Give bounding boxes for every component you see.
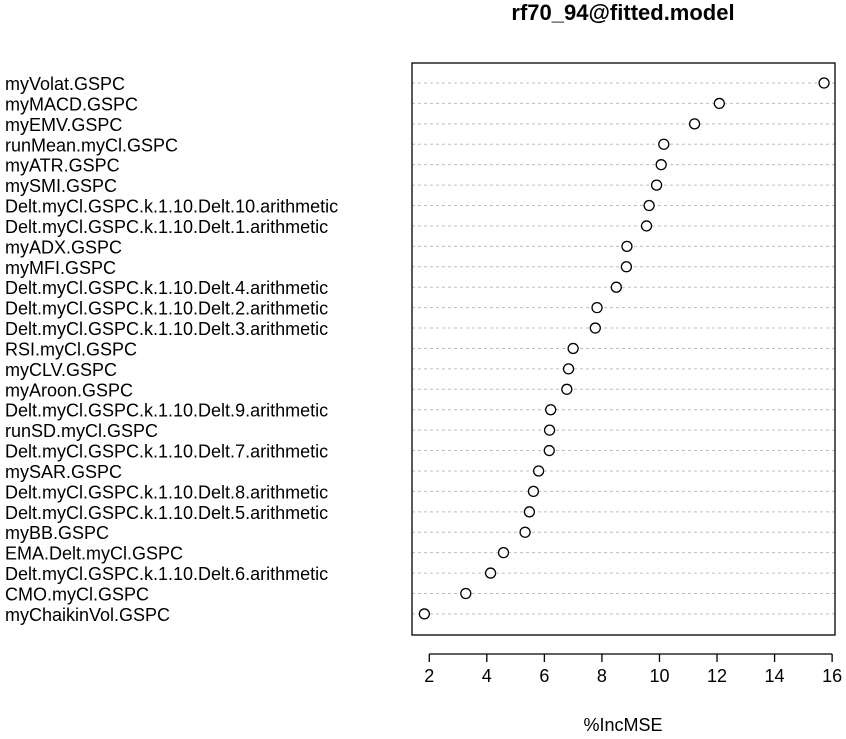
x-tick-label: 8: [597, 666, 607, 686]
category-labels: myVolat.GSPCmyMACD.GSPCmyEMV.GSPCrunMean…: [5, 74, 338, 625]
x-tick-label: 12: [707, 666, 727, 686]
category-label: myChaikinVol.GSPC: [5, 605, 170, 625]
category-label: Delt.myCl.GSPC.k.1.10.Delt.6.arithmetic: [5, 564, 328, 584]
category-label: myADX.GSPC: [5, 237, 122, 257]
category-label: Delt.myCl.GSPC.k.1.10.Delt.4.arithmetic: [5, 278, 328, 298]
data-point: [562, 363, 575, 375]
category-label: Delt.myCl.GSPC.k.1.10.Delt.5.arithmetic: [5, 503, 328, 523]
category-label: Delt.myCl.GSPC.k.1.10.Delt.1.arithmetic: [5, 217, 328, 237]
data-point: [713, 97, 725, 110]
x-tick-label: 6: [539, 666, 549, 686]
x-axis-label: %IncMSE: [583, 715, 662, 735]
data-point: [589, 322, 601, 334]
data-point: [658, 138, 670, 150]
category-label: myCLV.GSPC: [5, 360, 117, 380]
category-label: runSD.myCl.GSPC: [5, 421, 158, 441]
data-point: [532, 465, 545, 477]
plot-frame: [411, 62, 836, 636]
data-point: [527, 485, 540, 498]
category-label: Delt.myCl.GSPC.k.1.10.Delt.2.arithmetic: [5, 299, 328, 319]
data-point: [620, 261, 633, 273]
data-point: [545, 404, 557, 416]
category-label: myMACD.GSPC: [5, 94, 138, 114]
category-label: myBB.GSPC: [5, 523, 109, 543]
category-label: myMFI.GSPC: [5, 258, 116, 278]
data-point: [655, 159, 667, 171]
x-axis: 2 4 6 8 10 12 14 16: [424, 653, 842, 686]
data-point: [621, 240, 633, 253]
x-tick-label: 16: [822, 666, 842, 686]
data-point: [688, 118, 701, 130]
category-label: Delt.myCl.GSPC.k.1.10.Delt.8.arithmetic: [5, 482, 328, 502]
data-point: [519, 526, 531, 538]
category-label: myEMV.GSPC: [5, 115, 122, 135]
data-point: [650, 179, 663, 191]
data-point: [591, 301, 603, 314]
data-point: [543, 424, 556, 436]
data-point: [818, 77, 830, 89]
data-point: [484, 567, 497, 579]
x-tick-label: 14: [765, 666, 785, 686]
category-label: myATR.GSPC: [5, 156, 120, 176]
x-tick-label: 2: [424, 666, 434, 686]
chart-title: rf70_94@fitted.model: [511, 0, 734, 25]
category-label: Delt.myCl.GSPC.k.1.10.Delt.7.arithmetic: [5, 442, 328, 462]
data-point: [561, 383, 573, 395]
data-points: [418, 77, 830, 620]
category-label: myAroon.GSPC: [5, 380, 133, 400]
data-point: [543, 444, 555, 457]
category-label: RSI.myCl.GSPC: [5, 339, 137, 359]
data-point: [418, 608, 431, 620]
data-point: [643, 199, 655, 212]
category-label: Delt.myCl.GSPC.k.1.10.Delt.10.arithmetic: [5, 197, 338, 217]
data-point: [497, 547, 510, 559]
data-point: [640, 220, 653, 232]
category-label: myVolat.GSPC: [5, 74, 125, 94]
category-label: Delt.myCl.GSPC.k.1.10.Delt.3.arithmetic: [5, 319, 328, 339]
category-label: CMO.myCl.GSPC: [5, 585, 149, 605]
category-label: mySMI.GSPC: [5, 176, 117, 196]
category-label: Delt.myCl.GSPC.k.1.10.Delt.9.arithmetic: [5, 401, 328, 421]
category-label: runMean.myCl.GSPC: [5, 135, 178, 155]
x-tick-label: 4: [482, 666, 492, 686]
data-point: [460, 587, 472, 600]
data-point: [567, 342, 579, 355]
data-point: [610, 281, 622, 293]
x-tick-label: 10: [649, 666, 669, 686]
data-point: [523, 506, 536, 518]
category-label: EMA.Delt.myCl.GSPC: [5, 544, 183, 564]
grid-lines: [412, 82, 835, 615]
category-label: mySAR.GSPC: [5, 462, 122, 482]
